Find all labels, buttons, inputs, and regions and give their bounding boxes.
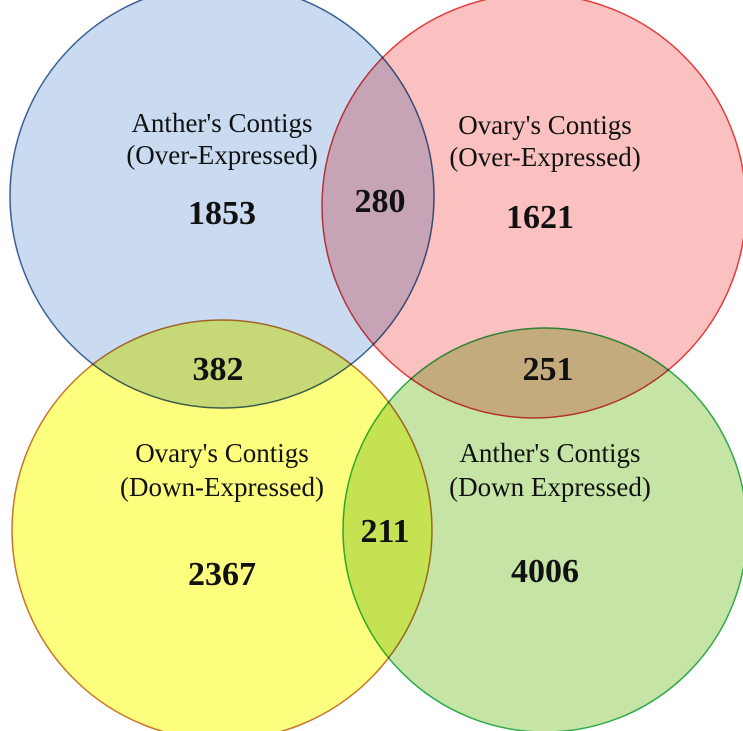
overlap-count: 280 — [355, 183, 406, 220]
set-label: (Over-Expressed) — [449, 142, 640, 172]
circle-anther-down — [342, 327, 743, 731]
set-label: (Down Expressed) — [449, 472, 651, 502]
set-label: Ovary's Contigs — [458, 110, 632, 140]
set-count: 4006 — [511, 553, 579, 590]
set-label: Ovary's Contigs — [135, 438, 309, 468]
set-label: (Down-Expressed) — [120, 472, 324, 502]
set-count: 1621 — [506, 199, 574, 236]
overlap-count: 211 — [360, 513, 409, 550]
set-count: 2367 — [188, 556, 256, 593]
set-label: Anther's Contigs — [459, 438, 640, 468]
set-count: 1853 — [188, 195, 256, 232]
set-label: Anther's Contigs — [131, 108, 312, 138]
overlap-count: 251 — [523, 351, 574, 388]
set-label: (Over-Expressed) — [126, 140, 317, 170]
overlap-count: 382 — [193, 351, 244, 388]
circles — [9, 0, 743, 731]
